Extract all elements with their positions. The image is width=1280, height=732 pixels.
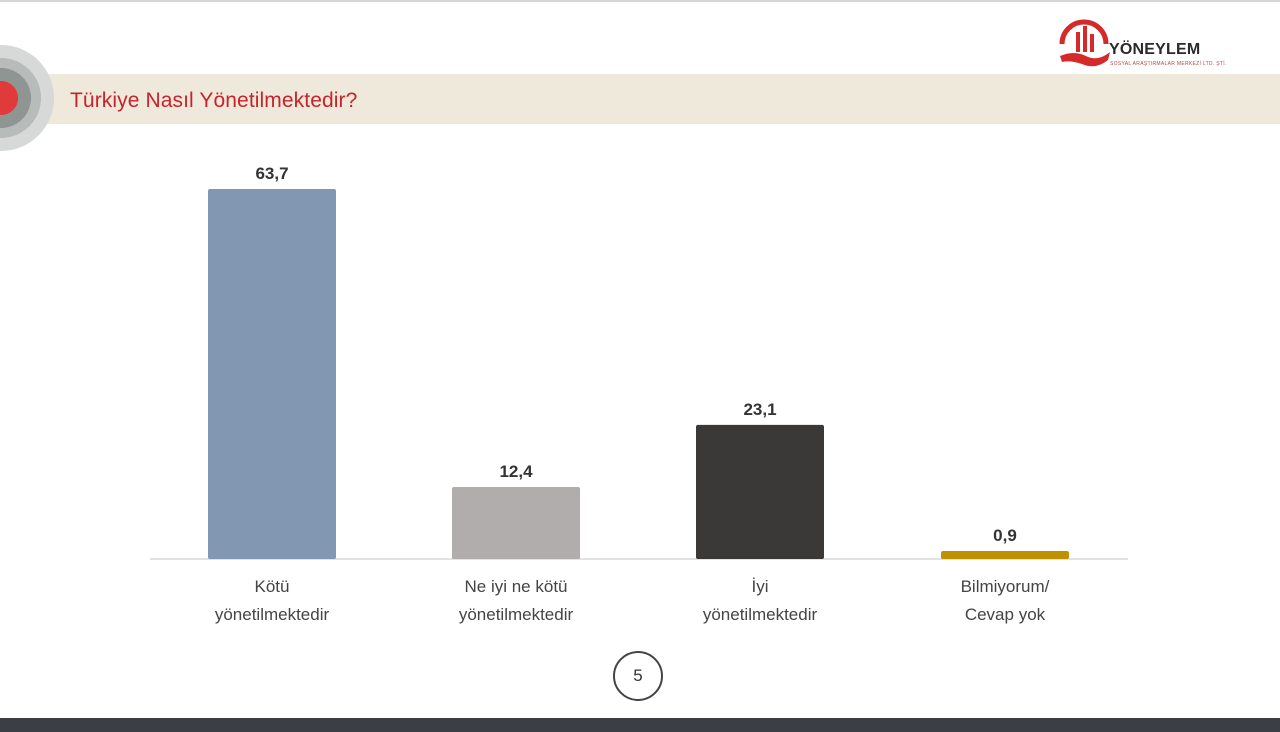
bar-3 bbox=[696, 424, 824, 559]
logo-subtext: SOSYAL ARAŞTIRMALAR MERKEZİ LTD. ŞTİ. bbox=[1110, 61, 1227, 67]
logo-text: YÖNEYLEM bbox=[1109, 41, 1201, 58]
category-label-4-line-1: Bilmiyorum/ bbox=[961, 577, 1050, 596]
value-label-4: 0,9 bbox=[993, 526, 1017, 545]
category-label-3-line-2: yönetilmektedir bbox=[703, 605, 818, 624]
title-band bbox=[0, 74, 1280, 124]
value-label-2: 12,4 bbox=[499, 462, 533, 481]
value-label-3: 23,1 bbox=[743, 400, 776, 419]
bottom-bar bbox=[0, 718, 1280, 732]
chart-title: Türkiye Nasıl Yönetilmektedir? bbox=[70, 89, 358, 112]
category-label-1-line-2: yönetilmektedir bbox=[215, 605, 330, 624]
category-label-2-line-1: Ne iyi ne kötü bbox=[465, 577, 568, 596]
top-rule bbox=[0, 0, 1280, 2]
category-label-3-line-1: İyi bbox=[752, 577, 769, 596]
bar-2 bbox=[452, 486, 580, 559]
category-label-2-line-2: yönetilmektedir bbox=[459, 605, 574, 624]
category-label-1-line-1: Kötü bbox=[255, 577, 290, 596]
bar-1 bbox=[208, 189, 336, 559]
building-hand-logo-icon bbox=[1059, 19, 1110, 67]
page-number: 5 bbox=[613, 651, 663, 701]
value-label-1: 63,7 bbox=[255, 164, 288, 183]
bar-chart: 63,7 Kötü yönetilmektedir 12,4 Ne iyi ne köt… bbox=[150, 164, 1128, 624]
bar-4 bbox=[941, 551, 1069, 559]
category-label-4-line-2: Cevap yok bbox=[965, 605, 1046, 624]
